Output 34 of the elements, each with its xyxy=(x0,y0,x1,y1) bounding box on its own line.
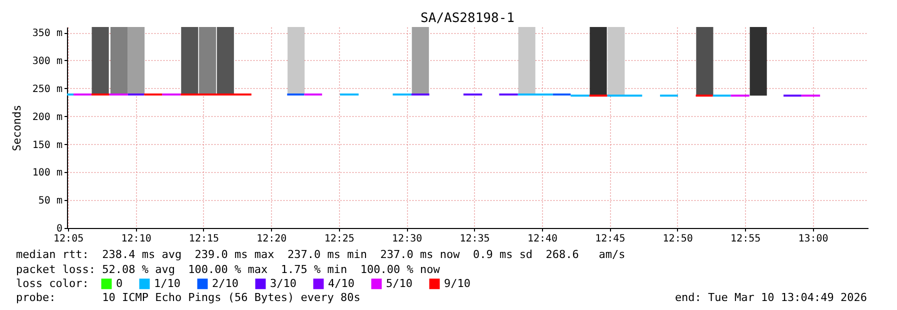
x-tick-label: 12:55 xyxy=(730,234,761,244)
text: end: Tue Mar 10 13:04:49 2026 xyxy=(674,291,867,304)
y-tick-label: 200 m xyxy=(32,112,62,123)
y-tick-label: 250 m xyxy=(32,84,62,95)
x-tick-label: 13:00 xyxy=(798,234,828,244)
x-tick-label: 12:05 xyxy=(54,234,84,244)
x-tick-label: 12:20 xyxy=(256,234,287,244)
y-tick-label: 50 m xyxy=(38,196,62,207)
y-axis-title: Seconds xyxy=(10,104,24,152)
chart-title: SA/AS28198-1 xyxy=(420,11,514,26)
legend-label: 0 xyxy=(116,276,123,290)
x-tick-label: 12:10 xyxy=(121,234,152,244)
x-tick-label: 12:25 xyxy=(324,234,354,244)
y-tick-label: 100 m xyxy=(32,168,62,179)
legend-label: 3/10 xyxy=(270,276,296,290)
y-tick-label: 300 m xyxy=(32,56,62,67)
y-tick-label: 150 m xyxy=(32,140,62,151)
text: packet loss: 52.08 % avg 100.00 % max 1.75 % min 100.00 % now xyxy=(16,263,440,276)
legend-label: 1/10 xyxy=(154,276,180,290)
y-tick-label: 350 m xyxy=(32,28,62,40)
x-tick-label: 12:50 xyxy=(662,234,693,244)
text: median rtt: 238.4 ms avg 239.0 ms max 237.0 ms min 237.0 ms now 0.9 ms sd 268.6 am/s xyxy=(16,248,626,261)
y-tick-label: 0 xyxy=(56,224,62,234)
legend-label: 2/10 xyxy=(212,276,238,290)
x-tick-label: 12:30 xyxy=(392,234,422,244)
x-tick-label: 12:40 xyxy=(527,234,558,244)
x-tick-label: 12:15 xyxy=(188,234,220,244)
text: probe: 10 ICMP Echo Pings (56 Bytes) every 80s xyxy=(16,291,360,304)
legend-label: 5/10 xyxy=(386,276,412,290)
legend-label: 4/10 xyxy=(328,276,354,290)
legend-title: loss color: xyxy=(16,277,89,290)
legend-label: 9/10 xyxy=(444,276,470,290)
x-tick-label: 12:35 xyxy=(460,234,490,244)
x-tick-label: 12:45 xyxy=(595,234,626,244)
